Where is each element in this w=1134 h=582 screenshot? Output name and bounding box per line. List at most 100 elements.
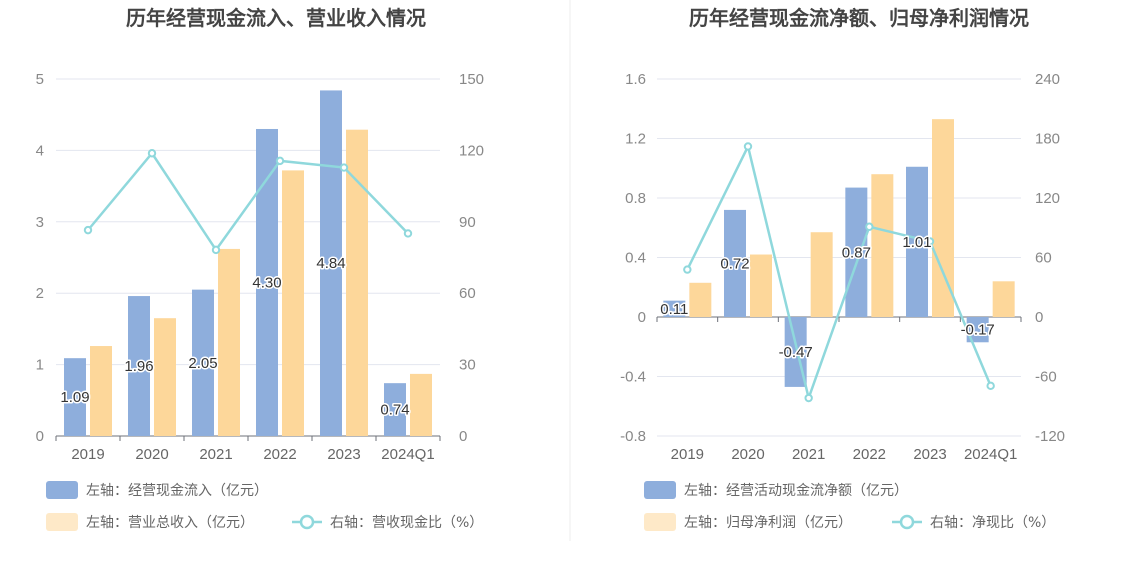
chart1-right-tick-label: 120 (459, 142, 484, 159)
chart1-ratio-point (147, 149, 157, 158)
chart1-data-label: 0.74 (380, 402, 409, 419)
chart2-ratio-point (683, 265, 692, 274)
chart2-x-tick-label: 2019 (671, 446, 704, 463)
chart2-bar-secondary (871, 174, 894, 317)
chart1-left-tick-label: 3 (36, 214, 44, 231)
chart2-left-tick-label: 1.6 (625, 71, 646, 88)
chart2-data-label: 0.87 (842, 244, 871, 261)
chart2-data-label: 0.72 (720, 255, 749, 272)
chart1-left-tick-label: 0 (36, 428, 44, 445)
chart2-legend-label: 左轴：归母净利润（亿元） (684, 514, 852, 531)
chart1-left-tick-label: 2 (36, 285, 44, 302)
chart1-right-tick-label: 60 (459, 285, 476, 302)
chart2-right-tick-label: 120 (1035, 190, 1060, 207)
chart1-right-tick-label: 150 (459, 71, 484, 88)
chart2-x-tick-label: 2022 (853, 446, 886, 463)
chart1-x-tick-label: 2020 (135, 446, 168, 463)
chart2-bar-primary (906, 166, 928, 317)
chart2-bar-primary (724, 209, 746, 317)
chart1-bar-secondary (218, 248, 240, 436)
chart1-left-tick-label: 1 (36, 357, 44, 374)
chart2-left-tick-label: 1.2 (625, 131, 646, 148)
chart1-bar-secondary (282, 170, 304, 436)
chart2-bar-primary (663, 300, 686, 317)
chart1-bar-secondary (154, 318, 176, 436)
chart2-x-tick-label: 2024Q1 (964, 446, 1017, 463)
chart1-data-label: 4.30 (252, 274, 281, 291)
chart2-ratio-point (925, 237, 935, 246)
chart2-right-tick-label: -120 (1035, 428, 1065, 445)
chart1-ratio-point (83, 225, 93, 235)
chart2-bar-secondary (750, 254, 772, 317)
chart1-ratio-point (339, 163, 349, 172)
chart1-x-tick-label: 2022 (263, 446, 296, 463)
chart2-right-tick-label: 0 (1035, 309, 1043, 326)
chart1-x-tick-label: 2019 (71, 446, 104, 463)
chart1-right-tick-label: 90 (459, 214, 476, 231)
chart2-bar-secondary (689, 282, 712, 317)
chart2-right-tick-label: 180 (1035, 131, 1060, 148)
chart2-ratio-point (986, 381, 995, 391)
chart1-ratio-point (275, 156, 285, 166)
chart2-right-tick-label: 240 (1035, 71, 1060, 88)
chart1-left-tick-label: 5 (36, 71, 44, 88)
chart2-data-label: 0.11 (660, 301, 688, 318)
chart2-legend-label: 左轴：经营活动现金流净额（亿元） (684, 483, 908, 499)
chart2-right-tick-label: 60 (1035, 250, 1052, 267)
chart1-ratio-line (87, 151, 409, 253)
chart1-bar-primary (320, 90, 342, 436)
chart1-data-label: 4.84 (316, 255, 345, 272)
chart1-data-label: 1.96 (124, 358, 153, 375)
chart2-right-tick-label: -60 (1035, 369, 1057, 386)
chart2-left-tick-label: 0 (638, 309, 646, 326)
chart2-bar-primary (845, 187, 868, 317)
chart1-bar-secondary (410, 373, 432, 436)
chart2-left-tick-label: 0.8 (625, 190, 646, 207)
chart2-bar-secondary (992, 281, 1015, 317)
chart1-title: 历年经营现金流入、营业收入情况 (126, 6, 426, 30)
chart1-ratio-point (403, 229, 413, 238)
chart2-legend-swatch (644, 481, 676, 499)
chart2-data-label: -0.17 (961, 322, 995, 339)
chart1-bar-secondary (90, 346, 112, 436)
chart2-legend-swatch (644, 513, 676, 531)
chart2-x-tick-label: 2021 (792, 446, 825, 463)
chart1-legend-swatch (46, 513, 78, 531)
chart2-left-tick-label: -0.4 (620, 369, 646, 386)
chart1-data-label: 1.09 (60, 389, 89, 406)
chart1-bar-secondary (346, 129, 368, 436)
chart2-ratio-point (865, 222, 874, 231)
chart1-legend-label: 左轴：营业总收入（亿元） (86, 515, 254, 531)
chart2-bar-primary (966, 317, 989, 343)
chart2-bar-secondary (810, 232, 833, 317)
chart1-bar-primary (128, 296, 150, 436)
chart2-x-tick-label: 2023 (913, 446, 946, 463)
chart1-bar-primary (64, 358, 86, 436)
chart2-legend-marker-icon (899, 514, 915, 530)
chart1-legend-label: 右轴：营收现金比（%） (330, 515, 483, 531)
chart1-ratio-point (211, 245, 221, 255)
chart2-bar-secondary (932, 119, 954, 317)
chart1-bar-primary (192, 289, 214, 436)
chart1-legend-label: 左轴：经营现金流入（亿元） (86, 483, 268, 499)
chart2-title: 历年经营现金流净额、归母净利润情况 (689, 6, 1029, 30)
chart2-x-tick-label: 2020 (731, 446, 764, 463)
chart1-bar-primary (384, 383, 406, 436)
chart2-legend-label: 右轴：净现比（%） (930, 515, 1055, 531)
chart2-ratio-line (686, 142, 992, 403)
chart1-right-tick-label: 30 (459, 357, 476, 374)
chart1-bar-primary (256, 128, 278, 437)
chart1-data-label: 2.05 (188, 355, 217, 372)
chart1-legend-marker-icon (299, 514, 315, 530)
chart2-left-tick-label: -0.8 (620, 428, 646, 445)
chart2-left-tick-label: 0.4 (625, 250, 646, 267)
chart1-x-tick-label: 2023 (327, 446, 360, 463)
chart1-left-tick-label: 4 (36, 142, 44, 159)
chart1-legend-swatch (46, 481, 78, 499)
chart1-x-tick-label: 2021 (199, 446, 232, 463)
chart2-data-label: 1.01 (902, 234, 931, 251)
chart1-right-tick-label: 0 (459, 428, 467, 445)
chart2-ratio-point (743, 142, 753, 151)
chart2-ratio-point (804, 393, 813, 403)
